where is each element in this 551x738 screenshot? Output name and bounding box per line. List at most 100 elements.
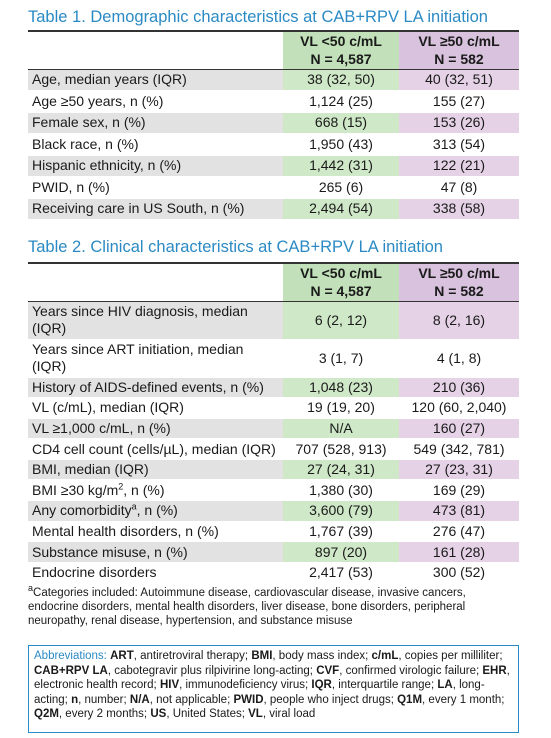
abbreviation-definition: , copies per milliliter; bbox=[398, 650, 503, 662]
table-row: BMI ≥30 kg/m2, n (%) 1,380 (30) 169 (29) bbox=[28, 479, 519, 502]
value-cell: 707 (528, 913) bbox=[283, 438, 399, 460]
abbreviation-definition: , people who inject drugs; bbox=[263, 693, 398, 706]
table-row: Hispanic ethnicity, n (%) 1,442 (31) 122 (… bbox=[28, 155, 519, 177]
value-cell: 313 (54) bbox=[399, 133, 519, 156]
value-cell: 8 (2, 16) bbox=[399, 301, 519, 340]
label-text: BMI ≥30 kg/m bbox=[32, 481, 119, 498]
abbreviation-definition: , not applicable; bbox=[149, 693, 234, 706]
table-row: Female sex, n (%) 668 (15) 153 (26) bbox=[28, 112, 519, 134]
table-row: Substance misuse, n (%) 897 (20) 161 (28) bbox=[28, 541, 519, 563]
row-label: Mental health disorders, n (%) bbox=[28, 521, 283, 543]
row-label: Years since HIV diagnosis, median (IQR) bbox=[28, 301, 283, 340]
abbreviation-definition: , interquartile range; bbox=[331, 679, 438, 691]
header-line: N = 4,587 bbox=[310, 283, 372, 300]
label-text: , n (%) bbox=[136, 502, 178, 519]
header-cell bbox=[28, 262, 283, 302]
label-text: Any comorbidity bbox=[32, 502, 132, 519]
table-row: Years since ART initiation, median (IQR)… bbox=[28, 339, 519, 378]
row-label: Substance misuse, n (%) bbox=[28, 541, 283, 563]
table-row: Any comorbiditya, n (%) 3,600 (79) 473 (81… bbox=[28, 500, 519, 522]
footnote-marker: a bbox=[28, 583, 34, 594]
row-label: VL ≥1,000 c/mL, n (%) bbox=[28, 418, 283, 440]
abbreviation-term: LA bbox=[437, 679, 453, 691]
label-text: Age ≥50 years, n (%) bbox=[32, 92, 164, 109]
value-cell: 27 (23, 31) bbox=[399, 459, 519, 481]
row-label: PWID, n (%) bbox=[28, 176, 283, 199]
value-cell: 265 (6) bbox=[283, 176, 399, 199]
value-cell: 2,494 (54) bbox=[283, 198, 399, 220]
label-text: Female sex, n (%) bbox=[32, 114, 146, 131]
value-cell: 668 (15) bbox=[283, 112, 399, 134]
superscript: 2 bbox=[118, 481, 124, 492]
label-text: PWID, n (%) bbox=[32, 178, 110, 195]
row-label: Endocrine disorders bbox=[28, 562, 283, 584]
table-row: History of AIDS-defined events, n (%) 1,0… bbox=[28, 377, 519, 399]
label-text: Age, median years (IQR) bbox=[32, 71, 187, 88]
value-cell: 160 (27) bbox=[399, 418, 519, 440]
label-text: Endocrine disorders bbox=[32, 564, 157, 581]
abbreviation-definition: , electronic health record; bbox=[34, 664, 510, 692]
value-cell: 4 (1, 8) bbox=[399, 339, 519, 378]
abbreviation-definition: , number; bbox=[78, 693, 130, 706]
abbreviation-definition: , body mass index; bbox=[272, 650, 372, 662]
value-cell: 19 (19, 20) bbox=[283, 397, 399, 419]
footnote: aCategories included: Autoimmune disease… bbox=[28, 583, 519, 628]
abbreviation-definition: , cabotegravir plus rilpivirine long-act… bbox=[107, 664, 317, 677]
abbreviations-box: Abbreviations: ART, antiretroviral thera… bbox=[28, 645, 519, 733]
row-label: Female sex, n (%) bbox=[28, 112, 283, 134]
abbreviation-term: ART bbox=[110, 650, 134, 662]
label-text: History of AIDS-defined events, n (%) bbox=[32, 378, 264, 395]
value-cell: N/A bbox=[283, 418, 399, 440]
abbreviation-term: CAB+RPV LA bbox=[34, 664, 108, 677]
table-row: Endocrine disorders 2,417 (53) 300 (52) bbox=[28, 562, 519, 584]
label-text: VL (c/mL), median (IQR) bbox=[32, 399, 184, 416]
header-row: VL <50 c/mL N = 4,587 VL ≥50 c/mL N = 582 bbox=[28, 30, 519, 70]
abbreviation-term: US bbox=[150, 708, 167, 720]
table-row: VL (c/mL), median (IQR) 19 (19, 20) 120 (6… bbox=[28, 397, 519, 419]
table: VL <50 c/mL N = 4,587 VL ≥50 c/mL N = 582 Ye… bbox=[28, 262, 519, 584]
label-text: Black race, n (%) bbox=[32, 135, 139, 152]
label-text: Mental health disorders, n (%) bbox=[32, 522, 219, 539]
value-cell: 1,767 (39) bbox=[283, 521, 399, 543]
abbreviation-definition: , viral load bbox=[262, 708, 316, 720]
value-cell: 897 (20) bbox=[283, 541, 399, 563]
abbreviation-term: CVF bbox=[316, 664, 340, 677]
header-line: VL <50 c/mL bbox=[300, 265, 382, 282]
label-text: , n (%) bbox=[123, 481, 165, 498]
abbreviation-definition: , immunodeficiency virus; bbox=[179, 679, 312, 691]
abbreviation-term: Q1M bbox=[397, 693, 423, 706]
abbreviation-term: Q2M bbox=[34, 708, 59, 720]
value-cell: 47 (8) bbox=[399, 176, 519, 199]
table-row: PWID, n (%) 265 (6) 47 (8) bbox=[28, 176, 519, 199]
row-label: History of AIDS-defined events, n (%) bbox=[28, 377, 283, 399]
label-text: Substance misuse, n (%) bbox=[32, 543, 188, 560]
abbreviation-term: IQR bbox=[311, 679, 332, 691]
superscript: a bbox=[131, 501, 137, 512]
row-label: Receiving care in US South, n (%) bbox=[28, 198, 283, 220]
table-row: CD4 cell count (cells/µL), median (IQR) 7… bbox=[28, 438, 519, 460]
row-label: BMI ≥30 kg/m2, n (%) bbox=[28, 479, 283, 502]
label-text: BMI, median (IQR) bbox=[32, 461, 149, 478]
row-label: Black race, n (%) bbox=[28, 133, 283, 156]
abbreviation-term: n bbox=[71, 693, 79, 706]
table-row: Black race, n (%) 1,950 (43) 313 (54) bbox=[28, 133, 519, 156]
value-cell: 155 (27) bbox=[399, 90, 519, 113]
header-line: VL ≥50 c/mL bbox=[418, 33, 500, 50]
value-cell: 473 (81) bbox=[399, 500, 519, 522]
header-cell bbox=[28, 30, 283, 70]
header-line: VL <50 c/mL bbox=[300, 33, 382, 50]
header-line: N = 4,587 bbox=[310, 51, 372, 68]
value-cell: 120 (60, 2,040) bbox=[399, 397, 519, 419]
value-cell: 276 (47) bbox=[399, 521, 519, 543]
value-cell: 1,442 (31) bbox=[283, 155, 399, 177]
row-label: CD4 cell count (cells/µL), median (IQR) bbox=[28, 438, 283, 460]
footnote-text: Categories included: Autoimmune disease,… bbox=[28, 587, 466, 627]
value-cell: 27 (24, 31) bbox=[283, 459, 399, 481]
label-text: CD4 cell count (cells/µL), median (IQR) bbox=[32, 440, 276, 457]
header-row: VL <50 c/mL N = 4,587 VL ≥50 c/mL N = 582 bbox=[28, 262, 519, 302]
value-cell: 549 (342, 781) bbox=[399, 438, 519, 460]
table-row: Age, median years (IQR) 38 (32, 50) 40 (32… bbox=[28, 69, 519, 91]
abbreviation-definition: , confirmed virologic failure; bbox=[339, 664, 483, 677]
table-row: Years since HIV diagnosis, median (IQR) 6… bbox=[28, 301, 519, 340]
